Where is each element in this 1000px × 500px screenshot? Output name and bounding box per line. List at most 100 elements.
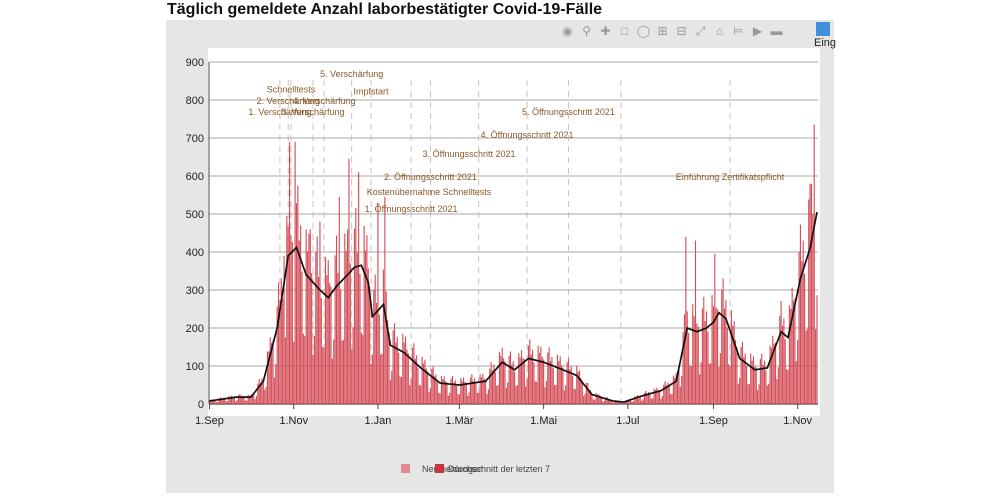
bar bbox=[754, 365, 756, 404]
bar bbox=[649, 394, 651, 404]
bar bbox=[226, 401, 229, 404]
bar bbox=[403, 342, 405, 404]
bar bbox=[389, 380, 391, 404]
zoom-icon[interactable]: ⚲ bbox=[582, 23, 591, 38]
pan-icon[interactable]: ✚ bbox=[600, 23, 611, 38]
bar bbox=[722, 278, 724, 404]
bar bbox=[596, 394, 599, 404]
bar bbox=[704, 321, 706, 404]
camera-icon[interactable]: ◉ bbox=[562, 23, 573, 38]
annotation-10: 3. Öffnungsschritt 2021 bbox=[423, 149, 516, 159]
bar bbox=[327, 260, 329, 404]
bar bbox=[210, 400, 212, 404]
bar bbox=[384, 196, 386, 404]
bar bbox=[290, 235, 292, 404]
bar bbox=[678, 365, 680, 404]
bar bbox=[686, 311, 688, 404]
bar bbox=[355, 207, 357, 404]
box-select-icon[interactable]: □ bbox=[620, 23, 629, 38]
bar bbox=[723, 308, 726, 404]
bar bbox=[711, 295, 713, 404]
bar bbox=[326, 275, 328, 404]
bar bbox=[647, 391, 650, 404]
bar bbox=[335, 235, 338, 404]
bar bbox=[740, 346, 742, 404]
bar bbox=[802, 240, 804, 404]
annotation-4: 4. Verschärfung bbox=[293, 96, 356, 106]
bar bbox=[599, 396, 601, 404]
bar bbox=[468, 392, 470, 404]
bar bbox=[387, 320, 389, 404]
bar bbox=[657, 390, 659, 404]
bar bbox=[530, 354, 532, 404]
bar bbox=[578, 370, 581, 404]
bar bbox=[765, 370, 767, 404]
bar bbox=[612, 402, 614, 404]
bar bbox=[569, 369, 571, 404]
chart-toolbar: ◉ ⚲ ✚ □ ◯ ⊞ ⊟ ⤢ ⌂ ⊨ ▶ ▬ bbox=[560, 22, 784, 40]
hover-compare-icon[interactable]: ▬ bbox=[770, 23, 783, 38]
bar bbox=[781, 325, 784, 404]
bar bbox=[685, 236, 687, 404]
bar bbox=[300, 225, 302, 404]
bar bbox=[413, 343, 415, 404]
bar bbox=[538, 352, 541, 404]
bar bbox=[490, 362, 492, 404]
bar bbox=[237, 395, 240, 404]
legend-label-durchschnitt[interactable]: Durchschnitt der letzten 7 bbox=[448, 464, 550, 474]
bar bbox=[485, 379, 487, 404]
bar bbox=[333, 339, 335, 404]
zoom-in-icon[interactable]: ⊞ bbox=[657, 23, 668, 38]
bar bbox=[541, 356, 543, 404]
bar bbox=[645, 390, 647, 404]
bar bbox=[478, 392, 480, 404]
bar bbox=[590, 390, 592, 404]
bar bbox=[319, 221, 321, 404]
lasso-icon[interactable]: ◯ bbox=[636, 23, 651, 38]
bar bbox=[566, 362, 568, 404]
bar bbox=[489, 368, 491, 404]
bar bbox=[707, 331, 709, 404]
legend-swatch-neumeldungen[interactable] bbox=[401, 464, 410, 473]
spike-lines-icon[interactable]: ⊨ bbox=[733, 23, 744, 38]
bar bbox=[213, 399, 215, 404]
legend-label-neumeldungen[interactable]: Neumeldungen bbox=[422, 464, 483, 474]
bar bbox=[543, 359, 545, 404]
hover-closest-icon[interactable]: ▶ bbox=[752, 23, 763, 38]
bar bbox=[235, 401, 237, 404]
bar bbox=[436, 382, 438, 404]
bar bbox=[563, 390, 565, 404]
bar bbox=[681, 376, 683, 404]
bar bbox=[427, 371, 429, 404]
bar bbox=[353, 228, 356, 404]
bar bbox=[630, 399, 632, 404]
bar bbox=[728, 364, 730, 404]
home-icon[interactable]: ⌂ bbox=[715, 23, 724, 38]
x-tick-6: 1.Sep bbox=[699, 415, 728, 427]
autoscale-icon[interactable]: ⤢ bbox=[695, 23, 706, 38]
bar bbox=[393, 323, 396, 404]
bar bbox=[449, 392, 451, 404]
bar bbox=[551, 357, 553, 404]
bar bbox=[260, 382, 262, 404]
bar bbox=[689, 365, 691, 404]
bar bbox=[587, 383, 589, 404]
bar bbox=[414, 358, 416, 404]
bar bbox=[271, 342, 273, 404]
legend-swatch-durchschnitt[interactable] bbox=[435, 464, 444, 473]
chart-logo-icon[interactable] bbox=[816, 22, 830, 36]
bar bbox=[548, 347, 550, 404]
bar bbox=[705, 311, 708, 404]
bar bbox=[302, 333, 304, 404]
bar bbox=[577, 371, 579, 404]
bar bbox=[710, 363, 712, 404]
bar bbox=[349, 263, 351, 404]
bar bbox=[229, 396, 231, 404]
zoom-out-icon[interactable]: ⊟ bbox=[676, 23, 687, 38]
bar bbox=[417, 367, 419, 404]
bar bbox=[391, 371, 393, 404]
bar bbox=[476, 392, 478, 404]
bar bbox=[621, 403, 623, 404]
bar bbox=[732, 325, 734, 404]
bar bbox=[748, 384, 750, 404]
